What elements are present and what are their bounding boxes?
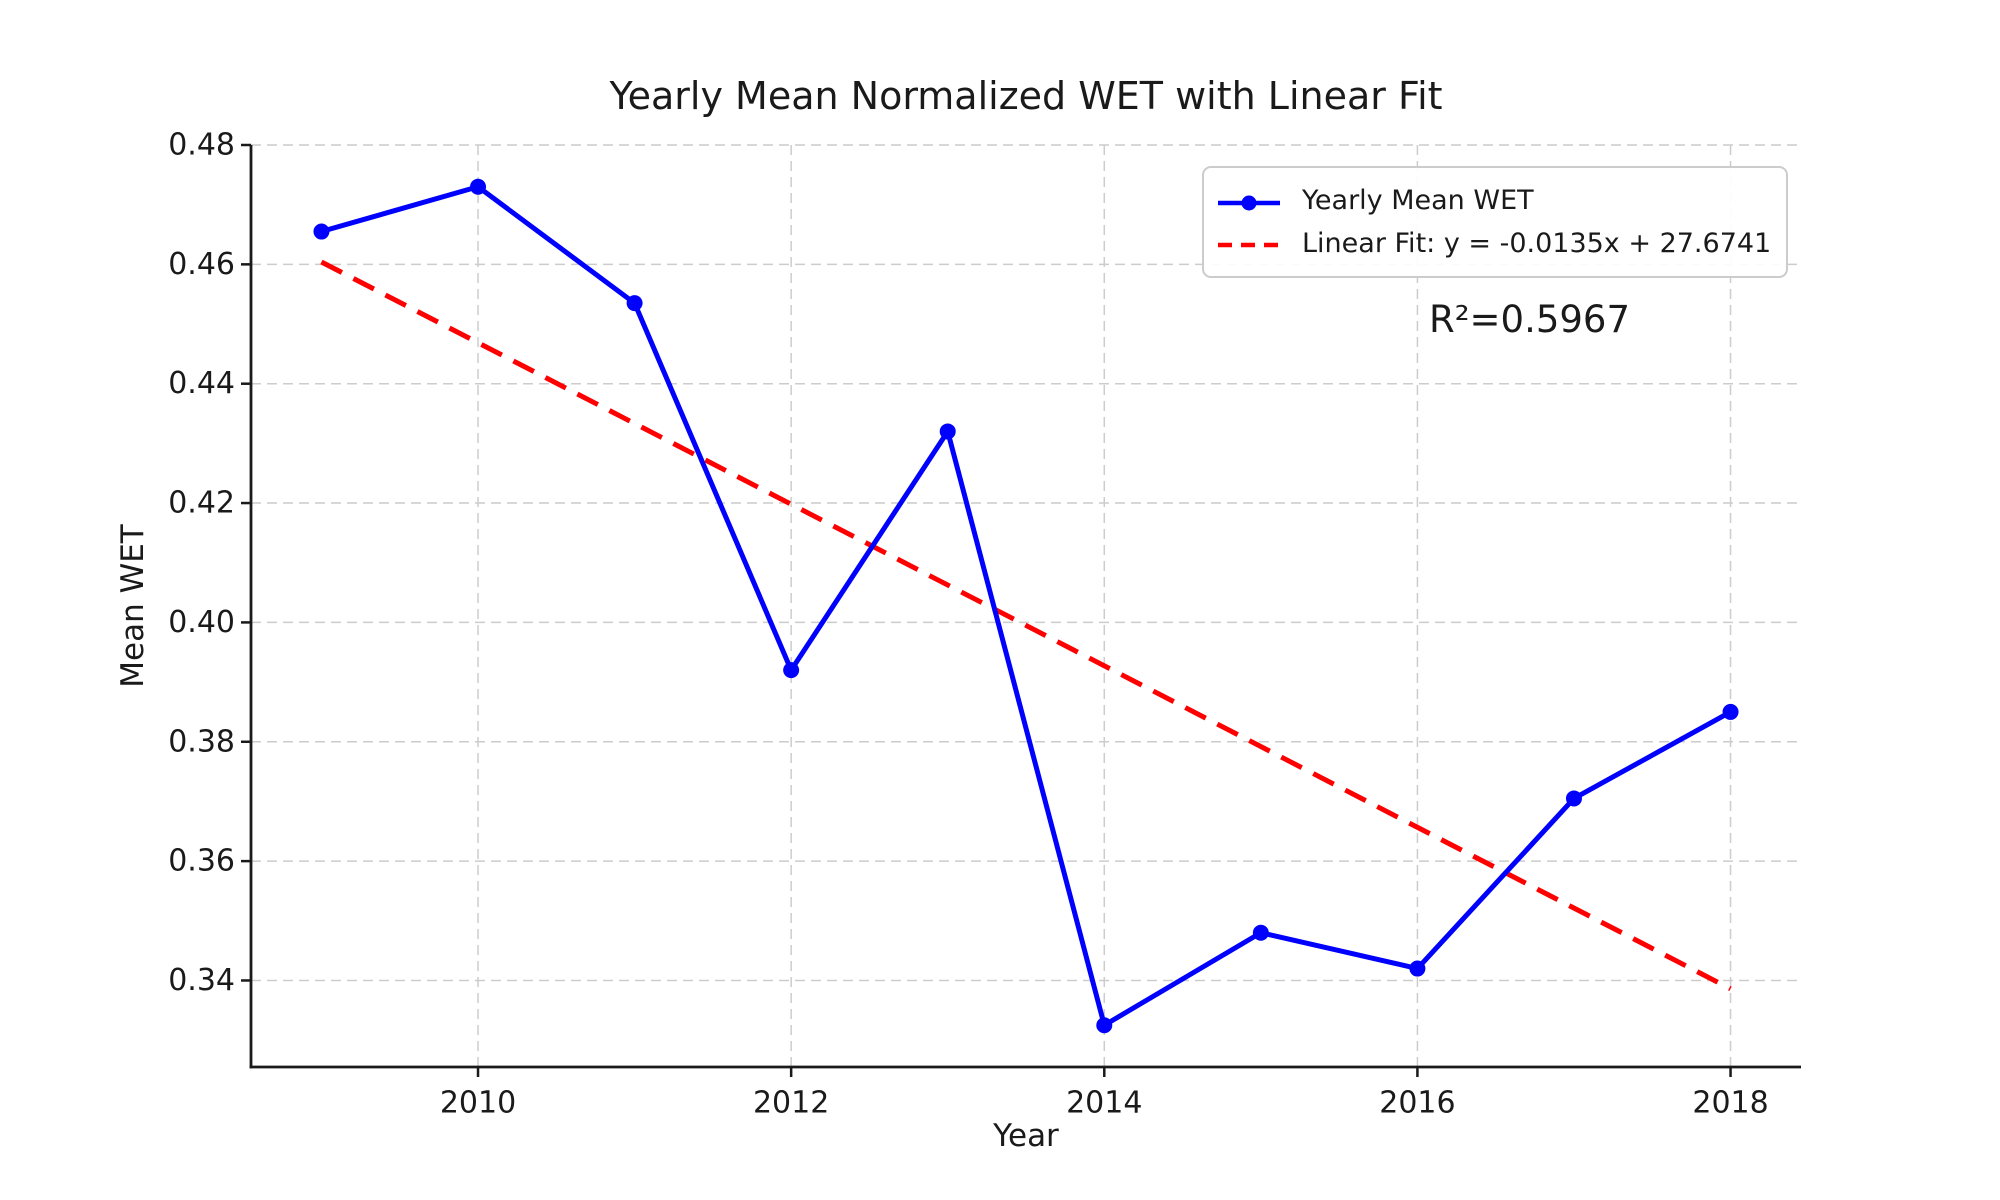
legend-entry-series: Yearly Mean WET [1216,185,1774,216]
wet-data-point [1096,1017,1113,1034]
y-tick-label: 0.40 [168,605,235,640]
fit-line [320,259,1732,992]
legend-label-series: Yearly Mean WET [1302,185,1534,217]
y-tick-label: 0.48 [168,128,235,163]
x-axis-label: Year [993,1118,1059,1154]
wet-line [318,184,1734,1028]
legend: Yearly Mean WET Linear Fit: y = -0.0135x… [1202,166,1788,278]
wet-data-point [470,178,487,195]
wet-data-point [1565,790,1582,807]
legend-label-fit: Linear Fit: y = -0.0135x + 27.6741 [1302,227,1772,259]
y-tick-label: 0.42 [168,486,235,521]
wet-data-point [1409,960,1426,977]
legend-entry-fit: Linear Fit: y = -0.0135x + 27.6741 [1216,228,1774,259]
x-tick-label: 2012 [753,1086,829,1121]
y-tick-label: 0.36 [168,844,235,879]
chart-title: Yearly Mean Normalized WET with Linear F… [609,74,1443,118]
y-axis-label: Mean WET [115,524,151,688]
wet-data-point [939,423,956,440]
x-tick-label: 2010 [440,1086,516,1121]
y-tick-label: 0.44 [168,366,235,401]
wet-data-point [1252,924,1269,941]
x-tick-label: 2014 [1066,1086,1142,1121]
wet-data-point [313,223,330,240]
r-squared-annotation: R²=0.5967 [1429,298,1631,341]
legend-line-marker-sample [1216,190,1282,212]
wet-data-point [626,295,643,312]
x-tick-label: 2016 [1379,1086,1455,1121]
y-tick-label: 0.38 [168,724,235,759]
y-tick-label: 0.46 [168,247,235,282]
legend-dashed-line-sample [1216,232,1282,254]
x-tick-label: 2018 [1692,1086,1768,1121]
wet-data-point [783,662,800,679]
wet-data-point [1722,703,1739,720]
y-tick-label: 0.34 [168,963,235,998]
